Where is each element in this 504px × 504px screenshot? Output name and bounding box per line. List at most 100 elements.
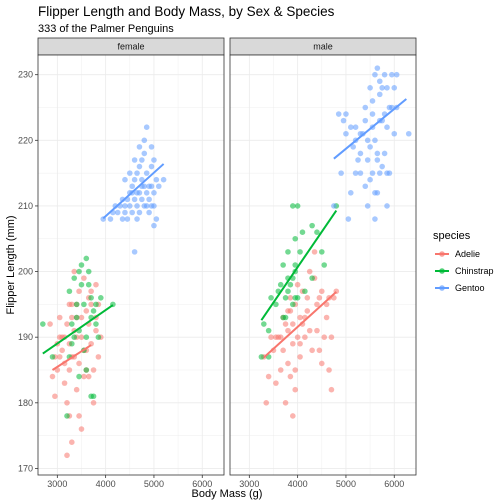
point-adelie: [56, 354, 63, 360]
point-gentoo: [148, 144, 155, 150]
point-gentoo: [347, 190, 354, 196]
point-gentoo: [352, 170, 359, 176]
point-chinstrap: [285, 288, 291, 295]
point-chinstrap: [292, 235, 299, 242]
point-adelie: [81, 275, 87, 281]
point-adelie: [287, 373, 294, 380]
point-gentoo: [350, 144, 356, 150]
point-adelie: [285, 327, 291, 334]
point-gentoo: [343, 130, 349, 137]
y-tick-label: 180: [18, 398, 33, 408]
point-adelie: [309, 347, 315, 354]
point-gentoo: [129, 183, 136, 190]
point-chinstrap: [81, 301, 87, 308]
point-adelie: [285, 360, 291, 367]
point-gentoo: [136, 163, 143, 170]
point-gentoo: [386, 104, 393, 111]
point-gentoo: [384, 170, 390, 176]
point-chinstrap: [318, 249, 325, 255]
point-chinstrap: [71, 275, 78, 281]
point-gentoo: [376, 170, 383, 176]
point-chinstrap: [90, 308, 97, 314]
point-gentoo: [129, 209, 136, 216]
point-adelie: [280, 347, 286, 354]
y-tick-label: 230: [18, 70, 33, 80]
point-gentoo: [391, 85, 398, 91]
point-adelie: [318, 360, 325, 367]
point-adelie: [81, 373, 87, 380]
chart-subtitle: 333 of the Palmer Penguins: [38, 23, 174, 35]
point-gentoo: [372, 190, 378, 196]
point-adelie: [47, 321, 53, 327]
point-gentoo: [131, 249, 138, 255]
point-gentoo: [141, 137, 148, 144]
point-gentoo: [369, 98, 376, 104]
point-gentoo: [119, 216, 126, 222]
point-gentoo: [364, 137, 371, 144]
point-adelie: [302, 334, 308, 340]
point-gentoo: [362, 183, 369, 190]
point-adelie: [78, 314, 85, 321]
point-gentoo: [384, 124, 390, 130]
point-gentoo: [376, 91, 383, 98]
fit-line-adelie: [263, 291, 337, 359]
fit-line-gentoo: [102, 163, 165, 220]
gridlines-female: [38, 55, 224, 475]
point-chinstrap: [69, 321, 75, 327]
point-chinstrap: [83, 255, 90, 262]
point-chinstrap: [93, 301, 99, 308]
point-chinstrap: [78, 262, 85, 268]
point-gentoo: [114, 209, 121, 216]
point-adelie: [265, 373, 272, 380]
point-gentoo: [146, 196, 152, 203]
point-chinstrap: [85, 281, 92, 288]
point-adelie: [297, 340, 303, 347]
point-gentoo: [151, 190, 157, 196]
point-adelie: [287, 295, 294, 301]
point-chinstrap: [76, 268, 82, 275]
point-adelie: [297, 314, 303, 321]
point-adelie: [268, 334, 274, 340]
point-adelie: [83, 308, 90, 314]
x-tick-label: 5000: [336, 479, 356, 489]
point-adelie: [273, 334, 279, 340]
point-gentoo: [148, 163, 155, 170]
point-gentoo: [374, 65, 381, 71]
x-axis-title: Body Mass (g): [192, 488, 263, 500]
point-adelie: [64, 400, 70, 406]
point-gentoo: [345, 216, 352, 222]
point-gentoo: [331, 203, 337, 209]
point-chinstrap: [277, 281, 284, 288]
point-adelie: [294, 281, 301, 288]
x-tick-label: 4000: [288, 479, 308, 489]
fit-lines-male: [260, 98, 407, 359]
point-chinstrap: [88, 295, 94, 301]
point-gentoo: [148, 183, 155, 190]
point-adelie: [306, 268, 313, 275]
point-adelie: [277, 334, 284, 340]
point-adelie: [66, 301, 73, 308]
facet-male: male: [229, 37, 417, 476]
point-gentoo: [124, 216, 131, 222]
point-chinstrap: [95, 334, 102, 340]
point-chinstrap: [93, 321, 99, 327]
point-chinstrap: [64, 413, 70, 419]
point-adelie: [88, 288, 94, 295]
point-chinstrap: [302, 288, 308, 295]
point-adelie: [49, 373, 56, 380]
point-chinstrap: [69, 340, 75, 347]
point-gentoo: [131, 176, 138, 183]
point-gentoo: [374, 150, 381, 157]
point-gentoo: [381, 71, 388, 78]
fit-lines-female: [42, 163, 165, 371]
x-tick-label: 6000: [192, 479, 212, 489]
point-chinstrap: [309, 275, 315, 281]
fit-line-chinstrap: [260, 209, 338, 321]
point-gentoo: [372, 71, 378, 78]
point-chinstrap: [292, 295, 299, 301]
point-adelie: [297, 354, 303, 360]
point-chinstrap: [290, 301, 296, 308]
legend-label: Adelie: [455, 249, 480, 259]
point-adelie: [64, 321, 70, 327]
